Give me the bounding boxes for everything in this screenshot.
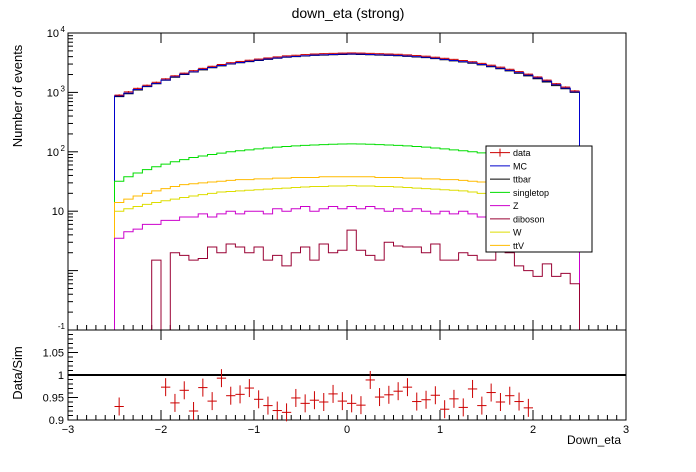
ratio-y-tick-label: 1.05 — [43, 348, 64, 360]
y-tick-label-exponent: -1 — [58, 322, 66, 331]
x-axis-label: Down_eta — [567, 433, 621, 447]
y-tick-label: 10 — [47, 87, 59, 99]
x-tick-label: −2 — [155, 424, 168, 436]
x-tick-label: 1 — [437, 424, 443, 436]
x-tick-label: 2 — [530, 424, 536, 436]
y-tick-label: 10 — [52, 206, 64, 218]
ratio-axes: −3 −2 −1 0 1 2 3 0.9 0.95 1 1.05 — [43, 329, 629, 436]
y-tick-label: 10 — [47, 147, 59, 159]
ratio-y-tick-label: 1 — [58, 370, 64, 382]
ratio-y-axis-label: Data/Sim — [10, 346, 25, 399]
legend-label: Z — [513, 201, 519, 211]
legend-label: diboson — [513, 214, 545, 224]
series-diboson — [114, 229, 580, 331]
legend-label: ttbar — [513, 175, 531, 185]
ratio-points — [114, 369, 533, 422]
chart-title: down_eta (strong) — [292, 5, 405, 21]
x-tick-label: 0 — [344, 424, 350, 436]
legend-label: W — [513, 228, 522, 238]
y-tick-label-exponent: 3 — [61, 84, 66, 93]
x-tick-label: 3 — [623, 424, 629, 436]
data-points — [114, 52, 580, 96]
series-MC — [114, 53, 580, 330]
y-axis-label: Number of events — [10, 44, 25, 147]
y-tick-label: 10 — [47, 28, 59, 40]
x-tick-label: −3 — [62, 424, 75, 436]
y-tick-label-exponent: 2 — [61, 144, 66, 153]
y-tick-label-exponent: 4 — [61, 25, 66, 34]
legend-label: MC — [513, 161, 527, 171]
legend-label: ttV — [513, 241, 524, 251]
legend-box — [485, 145, 593, 253]
legend-label: singletop — [513, 188, 549, 198]
ratio-plot-panel: Data/Sim Down_eta −3 −2 −1 0 1 2 3 0.9 0.95 1 1.05 — [10, 329, 629, 447]
ratio-y-tick-label: 0.9 — [49, 415, 64, 427]
ratio-y-tick-label: 0.95 — [43, 393, 64, 405]
x-tick-label: −1 — [248, 424, 261, 436]
legend-label: data — [513, 148, 531, 158]
